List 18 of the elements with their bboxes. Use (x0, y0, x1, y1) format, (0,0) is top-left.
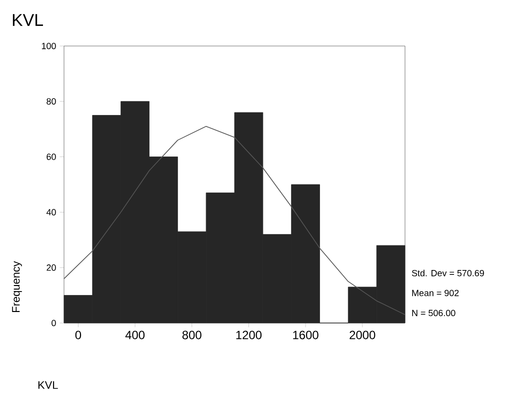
y-tick-label: 40 (46, 209, 56, 216)
x-axis-title: KVL (38, 381, 58, 389)
x-tick-label: 2000 (350, 330, 376, 340)
x-tick-label: 800 (182, 330, 202, 340)
x-tick-label: 0 (75, 330, 82, 340)
x-tick-label: 400 (125, 330, 145, 340)
chart-title: KVL (12, 14, 43, 26)
y-axis-title: Frequency (12, 261, 22, 312)
y-tick-label: 100 (42, 42, 56, 50)
x-tick-label: 1600 (293, 330, 318, 340)
y-tick-label: 80 (46, 98, 56, 105)
text: N = 506.00 (412, 310, 456, 316)
y-tick-label: 0 (52, 320, 56, 326)
y-tick-label: 60 (46, 154, 56, 160)
text: Std. Dev = 570.69 (412, 270, 484, 276)
text: Mean = 902 (412, 290, 459, 296)
x-tick-label: 1200 (236, 330, 262, 340)
y-tick-label: 20 (46, 264, 56, 271)
